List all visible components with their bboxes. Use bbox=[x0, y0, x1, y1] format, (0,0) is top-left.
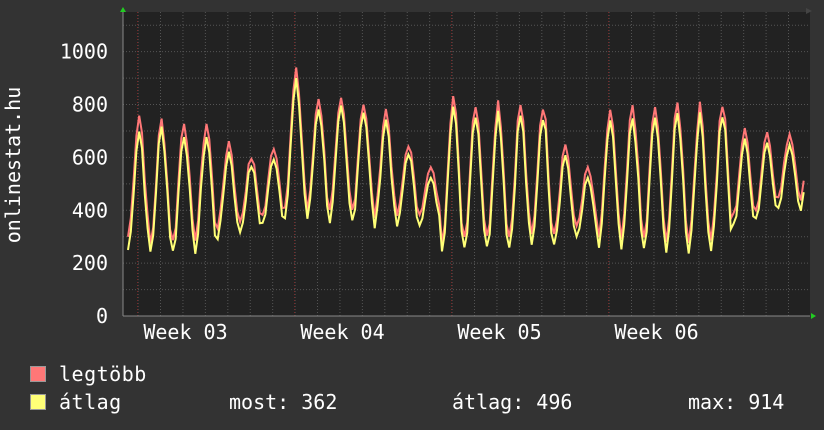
y-axis-arrow bbox=[120, 7, 126, 12]
y-tick-label: 400 bbox=[72, 198, 108, 222]
y-tick-label: 0 bbox=[96, 304, 108, 328]
atlag-stat: átlag: 496 bbox=[452, 390, 573, 414]
x-tick-label: Week 06 bbox=[614, 320, 698, 344]
legtobb-label: legtöbb bbox=[59, 362, 147, 386]
x-tick-label: Week 04 bbox=[300, 320, 384, 344]
series-atlag-line bbox=[127, 77, 805, 254]
y-tick-label: 600 bbox=[72, 145, 108, 169]
y-tick-label: 1000 bbox=[60, 40, 108, 64]
x-tick-label: Week 05 bbox=[457, 320, 541, 344]
x-axis-arrow bbox=[811, 313, 816, 319]
atlag-label: átlag bbox=[59, 390, 122, 414]
y-axis-label: onlinestat.hu bbox=[1, 87, 25, 244]
most-stat: most: 362 bbox=[229, 390, 338, 414]
corner-marker bbox=[806, 8, 812, 14]
atlag-swatch bbox=[30, 394, 46, 410]
y-tick-label: 800 bbox=[72, 93, 108, 117]
x-tick-label: Week 03 bbox=[143, 320, 227, 344]
y-tick-label: 200 bbox=[72, 251, 108, 275]
max-stat: max: 914 bbox=[688, 390, 785, 414]
legtobb-swatch bbox=[30, 366, 46, 382]
legend: legtöbb átlag most: 362 átlag: 496 max: … bbox=[0, 360, 824, 420]
legend-item-legtobb: legtöbb bbox=[30, 361, 147, 387]
legend-item-atlag: átlag bbox=[30, 389, 122, 415]
